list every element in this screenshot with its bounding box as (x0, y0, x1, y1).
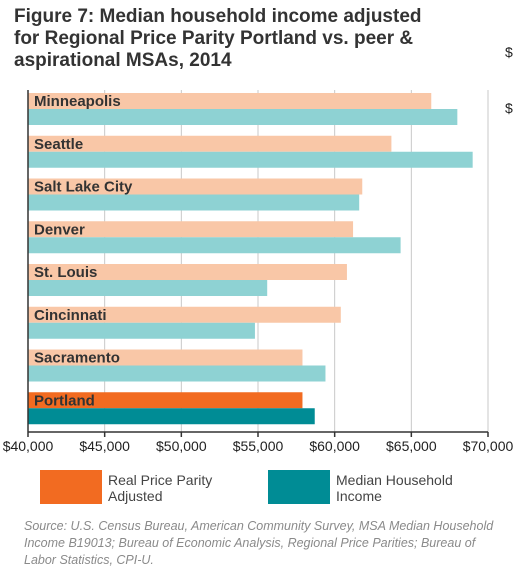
chart-title: Figure 7: Median household income adjust… (14, 6, 422, 71)
legend-label-median: Median Household Income (336, 472, 453, 504)
x-tick-label: $50,000 (156, 438, 207, 454)
bar-real-price-parity (28, 264, 347, 280)
x-tick-label: $70,000 (463, 438, 514, 454)
x-tick-label: $65,000 (386, 438, 437, 454)
category-label: Portland (34, 392, 95, 409)
legend-label-real: Real Price Parity Adjusted (108, 472, 213, 504)
x-tick-label: $55,000 (233, 438, 284, 454)
bar-median-household-income (28, 408, 315, 425)
cropped-axis-fragment: $ (505, 44, 513, 60)
cropped-axis-fragment: $ (505, 100, 513, 116)
category-label: St. Louis (34, 264, 97, 281)
x-tick-label: $40,000 (3, 438, 54, 454)
category-label: Cincinnati (34, 307, 107, 324)
category-label: Seattle (34, 136, 83, 153)
bar-median-household-income (28, 194, 360, 211)
bar-real-price-parity (28, 306, 341, 323)
bar-real-price-parity (28, 392, 303, 409)
bar-real-price-parity (28, 349, 303, 366)
legend-swatch-real (40, 470, 102, 504)
bar-median-household-income (28, 237, 401, 254)
bar-median-household-income (28, 151, 473, 168)
x-tick-label: $45,000 (79, 438, 130, 454)
bar-median-household-income (28, 322, 255, 339)
legend-swatch-median (268, 470, 330, 504)
source-note: Source: U.S. Census Bureau, American Com… (24, 519, 494, 567)
x-tick-label: $60,000 (309, 438, 360, 454)
bar-chart: Minneapolis Seattle Salt Lake City Denver St… (3, 90, 514, 454)
bar-real-price-parity (28, 93, 432, 109)
bar-median-household-income (28, 109, 458, 125)
bar-real-price-parity (28, 221, 354, 238)
category-label: Minneapolis (34, 93, 121, 110)
category-label: Denver (34, 221, 85, 238)
bar-real-price-parity (28, 135, 392, 152)
bar-median-household-income (28, 365, 326, 382)
category-label: Salt Lake City (34, 179, 133, 196)
category-label: Sacramento (34, 350, 120, 367)
bar-median-household-income (28, 280, 268, 296)
bar-real-price-parity (28, 178, 363, 195)
